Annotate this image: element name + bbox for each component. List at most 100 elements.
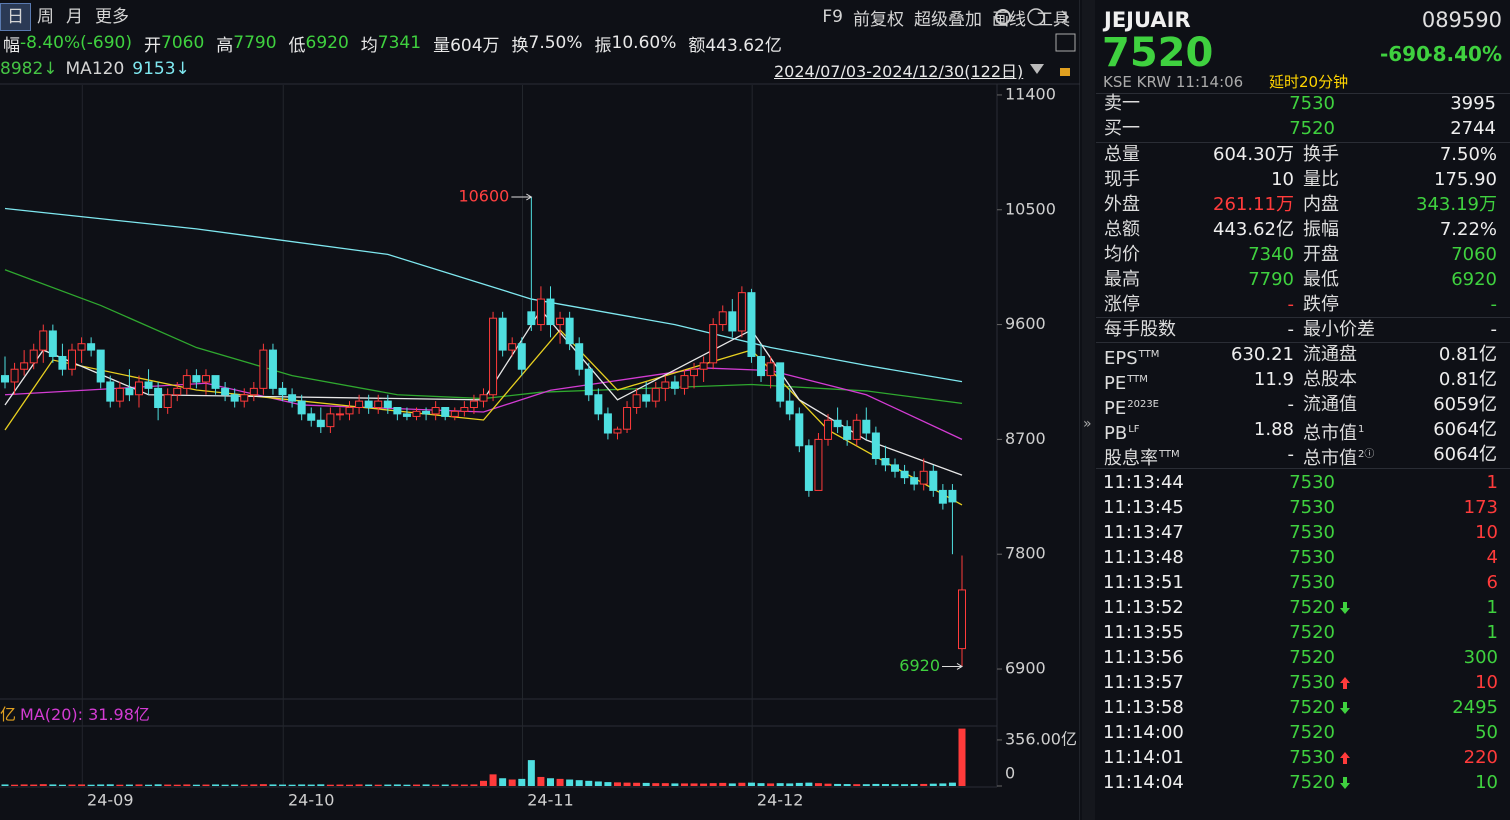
candle-body — [938, 489, 947, 504]
stat-value: 6059亿 — [1433, 394, 1497, 415]
date-range[interactable]: 2024/07/03-2024/12/30(122日) — [774, 62, 1024, 81]
tool-button[interactable]: 前复权 — [853, 9, 904, 30]
volume-bar — [862, 784, 870, 786]
candle-body — [824, 419, 833, 440]
candle-body — [431, 406, 440, 415]
period-tab[interactable]: 周 — [37, 7, 54, 27]
volume-bar — [384, 784, 392, 786]
candle-body — [900, 470, 909, 479]
volume-bar — [374, 784, 382, 786]
low-annotation: 6920 — [899, 656, 940, 675]
volume-tick-label: 356.00亿 — [1005, 729, 1077, 748]
volume-bar — [556, 778, 564, 786]
lock-icon[interactable] — [1060, 68, 1070, 76]
volume-bar — [58, 784, 66, 786]
candle-body — [833, 419, 842, 428]
candle-body — [221, 387, 230, 396]
volume-bar — [585, 780, 593, 786]
volume-bar — [39, 784, 47, 786]
dropdown-icon[interactable] — [1030, 64, 1044, 74]
volume-bar — [910, 784, 918, 786]
help-icon[interactable] — [1027, 8, 1045, 26]
candle-body — [546, 298, 555, 326]
volume-bar — [546, 778, 554, 786]
volume-bar — [422, 784, 430, 786]
info-label: 量 — [433, 35, 451, 56]
settings-icon[interactable] — [995, 9, 1011, 25]
collapse-bar[interactable]: » — [1082, 0, 1095, 820]
volume-bar — [145, 784, 153, 786]
candle-body — [230, 394, 239, 402]
volume-bar — [642, 782, 650, 786]
candle-body — [422, 410, 431, 415]
info-label: 开 — [144, 35, 161, 56]
stat-label: PBLF — [1104, 423, 1140, 444]
info-label: 均 — [360, 35, 378, 56]
info-label: 低 — [288, 35, 306, 56]
candle-body — [699, 362, 708, 370]
y-tick-label: 11400 — [1005, 84, 1056, 103]
volume-bar — [805, 782, 813, 786]
candle-body — [412, 410, 421, 417]
info-value: 604万 — [450, 35, 500, 56]
stat-label: 流通值 — [1303, 394, 1357, 415]
volume-bar — [623, 782, 631, 786]
period-tab[interactable]: 月 — [66, 7, 83, 27]
candle-body — [852, 419, 861, 440]
volume-legend-entry: MA(20): 31.98亿 — [20, 705, 150, 724]
candle-body — [776, 362, 785, 402]
tick-volume: 1 — [1486, 472, 1498, 493]
candle-body — [527, 311, 536, 326]
change: -690 — [1379, 42, 1430, 66]
period-tabs: 日周月更多 — [0, 3, 135, 31]
tool-button[interactable]: F9 — [822, 7, 843, 27]
candle-body — [498, 317, 507, 351]
stat-value: 6064亿 — [1433, 419, 1497, 440]
candle-body — [718, 311, 727, 326]
candle-body — [910, 477, 919, 485]
x-tick-label: 24-12 — [757, 791, 804, 810]
tool-button[interactable]: 工具 — [1036, 9, 1070, 30]
stat-value: 0.81亿 — [1438, 344, 1497, 365]
candle-body — [278, 387, 287, 396]
candle-body — [737, 292, 746, 332]
volume-bar — [97, 784, 105, 786]
period-tab[interactable]: 更多 — [95, 7, 129, 27]
wp-icon — [1055, 33, 1076, 52]
stat-label: 现手 — [1104, 169, 1140, 190]
candle-body — [843, 426, 852, 440]
stat-label: 最低 — [1303, 269, 1339, 290]
volume-bar — [393, 784, 401, 786]
volume-bar — [518, 778, 526, 786]
candle-body — [575, 343, 584, 370]
book-price: 7520 — [1289, 118, 1335, 139]
volume-bar — [709, 783, 717, 786]
candle-body — [766, 362, 775, 377]
candle-body — [326, 413, 335, 428]
separator — [1096, 317, 1510, 318]
volume-bar — [11, 784, 19, 786]
tool-button[interactable]: 超级叠加 — [914, 9, 982, 30]
quote-meta: KSE KRW 11:14:06 — [1103, 73, 1244, 91]
candle-body — [125, 387, 134, 396]
next-icon[interactable] — [1061, 10, 1070, 24]
candle-body — [670, 381, 679, 389]
info-label: 额 — [688, 35, 706, 56]
volume-bar — [537, 776, 545, 786]
info-value: 6920 — [305, 33, 349, 53]
stat-label-sup: TTM — [1138, 349, 1160, 360]
volume-bar — [307, 784, 315, 786]
tick-volume: 10 — [1475, 522, 1498, 543]
candle-body — [623, 406, 632, 430]
volume-bar — [824, 783, 832, 786]
collapse-icon[interactable]: » — [1083, 416, 1092, 432]
volume-bar — [738, 782, 746, 786]
annotation-arrow — [511, 193, 533, 201]
candle-body — [469, 400, 478, 408]
ma-line — [4, 367, 963, 440]
volume-bar — [336, 784, 344, 786]
candle-body — [441, 406, 450, 417]
period-tab[interactable]: 日 — [0, 3, 31, 31]
volume-bar — [613, 782, 621, 786]
candle-body — [402, 413, 411, 417]
